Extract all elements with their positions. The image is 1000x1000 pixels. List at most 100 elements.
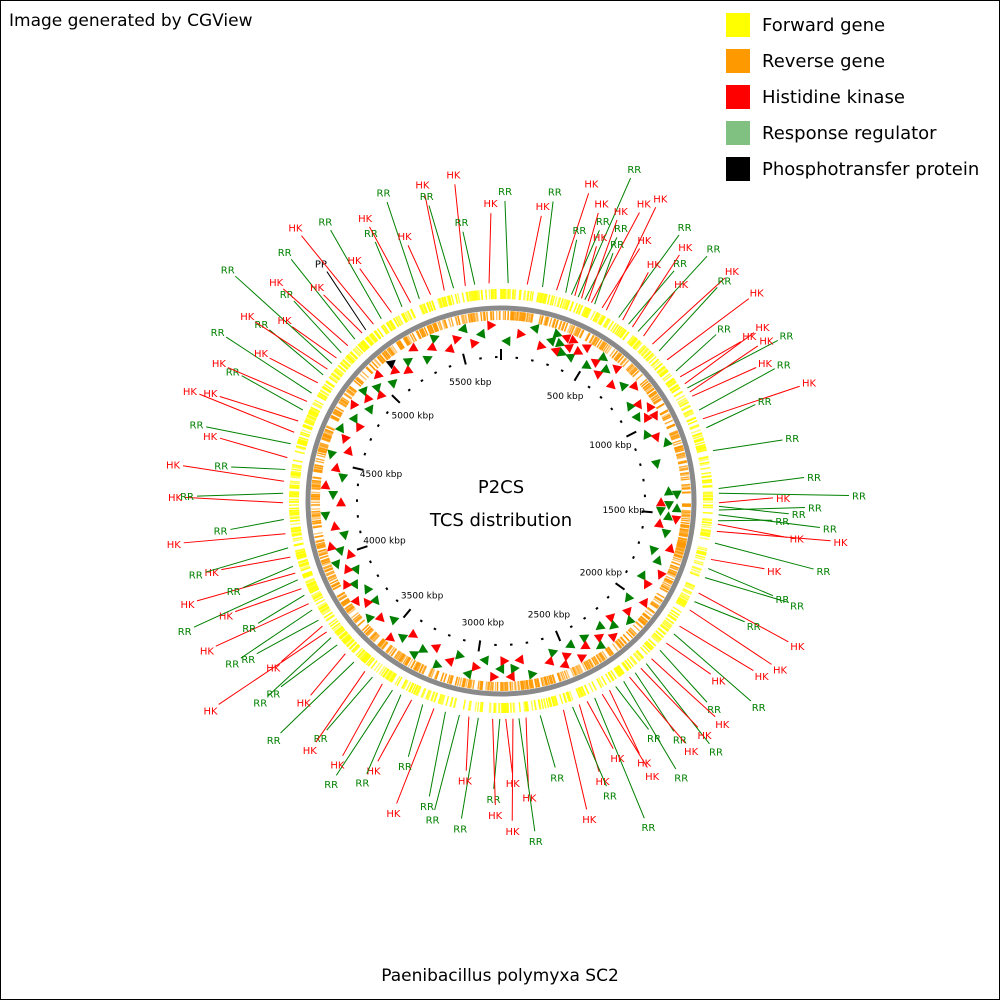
reverse-gene-mark — [398, 340, 405, 349]
forward-gene-mark — [689, 425, 700, 431]
leader-line — [518, 718, 536, 832]
forward-gene-mark — [568, 690, 574, 701]
kbp-tick — [637, 541, 641, 545]
feature-label-rr: RR — [267, 736, 281, 747]
reverse-gene-mark — [601, 650, 608, 659]
forward-gene-mark — [626, 658, 635, 667]
tcs-arrow-rr — [397, 633, 409, 644]
leader-line — [396, 708, 435, 804]
forward-gene-mark — [565, 692, 570, 702]
feature-label-hk: HK — [637, 236, 652, 247]
reverse-gene-mark — [311, 514, 321, 517]
tcs-arrow-rr — [409, 651, 420, 661]
reverse-gene-mark — [338, 401, 348, 407]
reverse-gene-mark — [389, 346, 397, 355]
tcs-arrow-rr — [365, 613, 376, 624]
reverse-gene-mark — [472, 312, 476, 323]
forward-gene-mark — [537, 292, 541, 303]
forward-gene-mark — [669, 383, 679, 391]
leader-line — [465, 716, 470, 771]
kbp-tick-label: 5500 kbp — [449, 378, 492, 388]
forward-gene-mark — [697, 547, 708, 552]
forward-gene-mark — [671, 387, 681, 394]
forward-gene-mark — [323, 611, 333, 619]
reverse-gene-mark — [681, 487, 691, 490]
reverse-gene-mark — [676, 543, 686, 548]
reverse-gene-mark — [366, 629, 375, 637]
forward-gene-mark — [301, 428, 312, 434]
forward-gene-mark — [290, 476, 301, 479]
leader-line — [374, 241, 403, 307]
reverse-gene-mark — [486, 681, 489, 691]
reverse-gene-mark — [346, 389, 355, 396]
feature-label-hk: HK — [398, 232, 413, 243]
tcs-arrow-rr — [652, 555, 662, 566]
tcs-arrow-rr — [429, 334, 440, 344]
feature-label-hk: HK — [833, 538, 848, 549]
forward-gene-mark — [341, 359, 351, 368]
reverse-gene-mark — [433, 323, 438, 332]
forward-gene-mark — [552, 696, 556, 707]
kbp-tick — [555, 630, 562, 642]
forward-gene-mark — [325, 614, 335, 622]
reverse-gene-mark — [678, 532, 689, 536]
feature-label-rr: RR — [603, 792, 617, 803]
reverse-gene-mark — [597, 653, 604, 662]
reverse-gene-mark — [312, 519, 322, 523]
feature-label-rr: RR — [673, 735, 687, 746]
reverse-gene-mark — [344, 392, 353, 399]
leader-line — [609, 689, 640, 754]
feature-label-hk: HK — [446, 170, 461, 181]
reverse-gene-mark — [673, 554, 683, 559]
reverse-gene-mark — [681, 514, 691, 517]
reverse-gene-mark — [322, 561, 332, 567]
feature-label-rr: RR — [453, 824, 467, 835]
reverse-gene-mark — [646, 387, 655, 395]
leader-line — [640, 667, 699, 728]
reverse-gene-mark — [396, 652, 403, 661]
reverse-gene-mark — [674, 551, 684, 556]
forward-gene-mark — [373, 330, 381, 340]
reverse-gene-mark — [450, 675, 455, 685]
reverse-gene-mark — [664, 419, 674, 425]
reverse-gene-mark — [422, 665, 428, 675]
reverse-gene-mark — [626, 364, 634, 372]
reverse-gene-mark — [613, 352, 621, 361]
legend-entry-forward-gene: Forward gene — [726, 7, 979, 43]
forward-gene-mark — [320, 606, 330, 613]
reverse-gene-mark — [315, 541, 325, 546]
tcs-arrow-rr — [350, 564, 360, 575]
tcs-arrow-rr — [432, 659, 443, 669]
forward-gene-mark — [610, 322, 617, 332]
forward-gene-mark — [678, 596, 688, 603]
forward-gene-mark — [291, 466, 302, 470]
kbp-tick-label: 500 kbp — [547, 392, 584, 402]
forward-gene-mark — [643, 642, 653, 651]
reverse-gene-mark — [381, 641, 389, 650]
reverse-gene-mark — [549, 674, 554, 684]
leader-line — [428, 205, 455, 289]
forward-gene-mark — [576, 687, 583, 698]
reverse-gene-mark — [558, 672, 563, 682]
tcs-arrow-hk — [452, 335, 463, 345]
reverse-gene-mark — [387, 347, 395, 356]
kbp-tick — [462, 638, 466, 642]
reverse-gene-mark — [419, 328, 425, 338]
leader-line — [205, 547, 289, 573]
reverse-gene-mark — [680, 473, 690, 477]
tcs-arrow-hk — [593, 633, 605, 644]
tcs-arrow-hk — [563, 344, 574, 354]
reverse-gene-mark — [447, 318, 452, 328]
tcs-arrow-rr — [334, 545, 345, 557]
reverse-gene-mark — [627, 629, 635, 637]
feature-label-hk: HK — [674, 280, 689, 291]
feature-label-hk: HK — [758, 359, 773, 370]
reverse-gene-mark — [368, 363, 377, 371]
reverse-gene-mark — [680, 524, 690, 528]
forward-gene-mark — [575, 303, 581, 314]
reverse-gene-mark — [605, 648, 612, 657]
feature-label-rr: RR — [487, 795, 501, 806]
reverse-gene-mark — [529, 313, 533, 323]
tcs-arrow-hk — [644, 579, 653, 590]
tcs-arrow-hk — [343, 445, 353, 456]
